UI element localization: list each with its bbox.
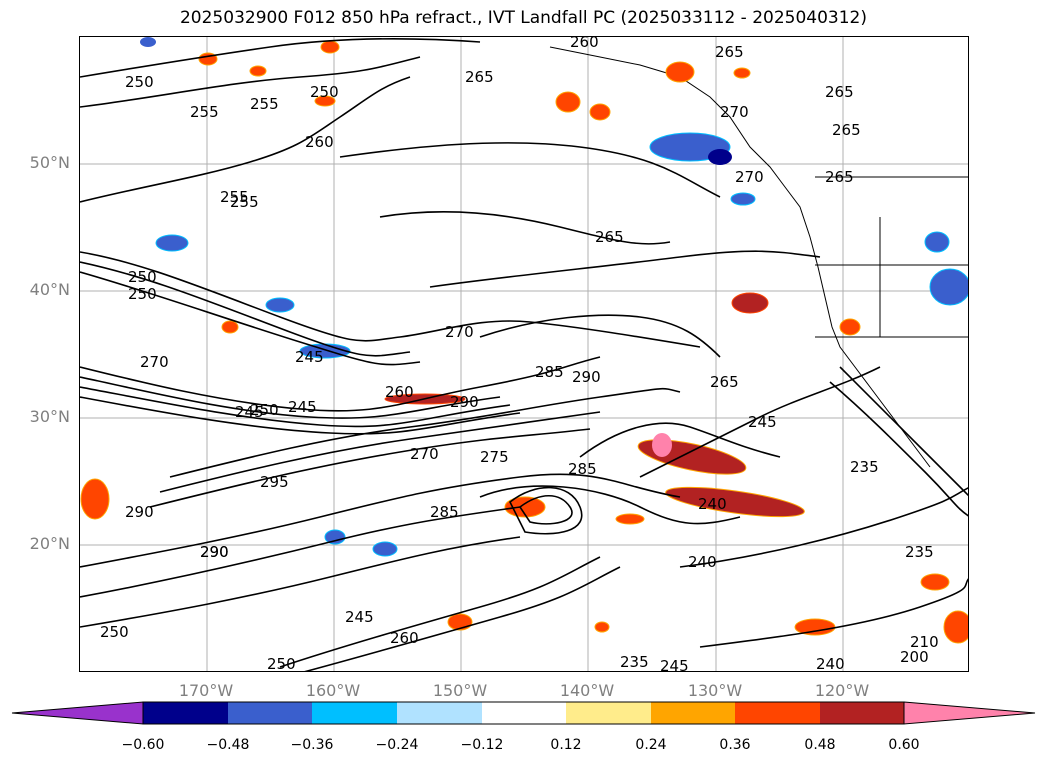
contour-label: 250 xyxy=(310,83,339,101)
coastline xyxy=(549,46,931,468)
lon-label: 140°W xyxy=(559,681,615,700)
contour-label: 270 xyxy=(445,323,474,341)
contour-label: 270 xyxy=(410,445,439,463)
contour-label: 265 xyxy=(825,168,854,186)
colorbar xyxy=(11,701,1036,725)
contour-label: 290 xyxy=(200,543,229,561)
colorbar-tick: −0.24 xyxy=(375,737,419,753)
contour-label: 245 xyxy=(235,403,264,421)
contour-label: 295 xyxy=(260,473,289,491)
contour-label: 250 xyxy=(267,655,296,672)
lat-label: 40°N xyxy=(29,280,70,299)
contour-label: 250 xyxy=(128,285,157,303)
colorbar-segment xyxy=(651,702,735,724)
colorbar-tick: 0.36 xyxy=(719,737,751,753)
contour-label: 265 xyxy=(710,373,739,391)
contour-label: 245 xyxy=(295,348,324,366)
contour-label: 270 xyxy=(735,168,764,186)
colorbar-tick: −0.48 xyxy=(206,737,250,753)
colorbar-tick: −0.36 xyxy=(290,737,334,753)
colorbar-tick: 0.12 xyxy=(550,737,582,753)
colorbar-segment xyxy=(482,702,566,724)
map-title: 2025032900 F012 850 hPa refract., IVT La… xyxy=(179,8,867,28)
contour-label: 210 xyxy=(910,633,939,651)
contour-label: 270 xyxy=(720,103,749,121)
colorbar-segment xyxy=(903,701,1036,725)
contour-label: 240 xyxy=(816,655,845,672)
contour-label: 260 xyxy=(385,383,414,401)
colorbar-segment xyxy=(228,702,312,724)
contour-label: 250 xyxy=(128,268,157,286)
contour-label: 255 xyxy=(220,188,249,206)
contour-labels: 250 255 255 250 265 255 260 265 265 260 … xyxy=(100,37,939,672)
colorbar-segment xyxy=(820,702,904,724)
colorbar-segment xyxy=(143,702,228,724)
colorbar-segment xyxy=(312,702,397,724)
colorbar-segment xyxy=(397,702,482,724)
colorbar-tick: 0.60 xyxy=(888,737,920,753)
lon-label: 150°W xyxy=(432,681,488,700)
gridlines xyxy=(80,37,968,671)
contour-lines xyxy=(80,37,968,671)
lon-label: 120°W xyxy=(814,681,870,700)
colorbar-segment xyxy=(11,701,144,725)
contour-label: 235 xyxy=(905,543,934,561)
colorbar-tick: −0.60 xyxy=(121,737,165,753)
contour-label: 235 xyxy=(620,653,649,671)
contour-label: 265 xyxy=(832,121,861,139)
map-canvas: 250 255 255 250 265 255 260 265 265 260 … xyxy=(80,37,968,672)
contour-label: 290 xyxy=(125,503,154,521)
lat-label: 50°N xyxy=(29,153,70,172)
contour-label: 285 xyxy=(568,460,597,478)
colorbar-segment xyxy=(566,702,651,724)
contour-label: 240 xyxy=(698,495,727,513)
contour-label: 235 xyxy=(850,458,879,476)
colorbar-tick: 0.48 xyxy=(804,737,836,753)
colorbar-segment xyxy=(735,702,820,724)
lat-label: 30°N xyxy=(29,407,70,426)
contour-label: 245 xyxy=(345,608,374,626)
map-panel: 250 255 255 250 265 255 260 265 265 260 … xyxy=(79,36,969,672)
contour-label: 290 xyxy=(450,393,479,411)
contour-label: 265 xyxy=(825,83,854,101)
contour-label: 255 xyxy=(250,95,279,113)
contour-label: 240 xyxy=(688,553,717,571)
contour-label: 265 xyxy=(715,43,744,61)
state-borders xyxy=(815,176,968,338)
contour-label: 265 xyxy=(465,68,494,86)
colorbar-tick: −0.12 xyxy=(460,737,504,753)
contour-label: 250 xyxy=(125,73,154,91)
contour-label: 255 xyxy=(190,103,219,121)
contour-label: 250 xyxy=(100,623,129,641)
contour-label: 290 xyxy=(572,368,601,386)
contour-label: 260 xyxy=(390,629,419,647)
contour-label: 245 xyxy=(288,398,317,416)
refractivity-fill xyxy=(80,37,968,644)
lon-label: 170°W xyxy=(178,681,234,700)
lon-label: 130°W xyxy=(687,681,743,700)
contour-label: 290 xyxy=(200,543,229,561)
contour-label: 270 xyxy=(140,353,169,371)
contour-label: 265 xyxy=(595,228,624,246)
contour-label: 245 xyxy=(748,413,777,431)
contour-label: 285 xyxy=(430,503,459,521)
contour-label: 200 xyxy=(900,648,929,666)
contour-label: 285 xyxy=(535,363,564,381)
contour-label: 245 xyxy=(660,657,689,672)
lat-label: 20°N xyxy=(29,534,70,553)
colorbar-tick: 0.24 xyxy=(635,737,667,753)
contour-label: 255 xyxy=(230,193,259,211)
contour-label: 260 xyxy=(305,133,334,151)
lon-label: 160°W xyxy=(305,681,361,700)
contour-label: 260 xyxy=(570,37,599,51)
contour-label: 275 xyxy=(480,448,509,466)
contour-label: 250 xyxy=(250,401,279,419)
